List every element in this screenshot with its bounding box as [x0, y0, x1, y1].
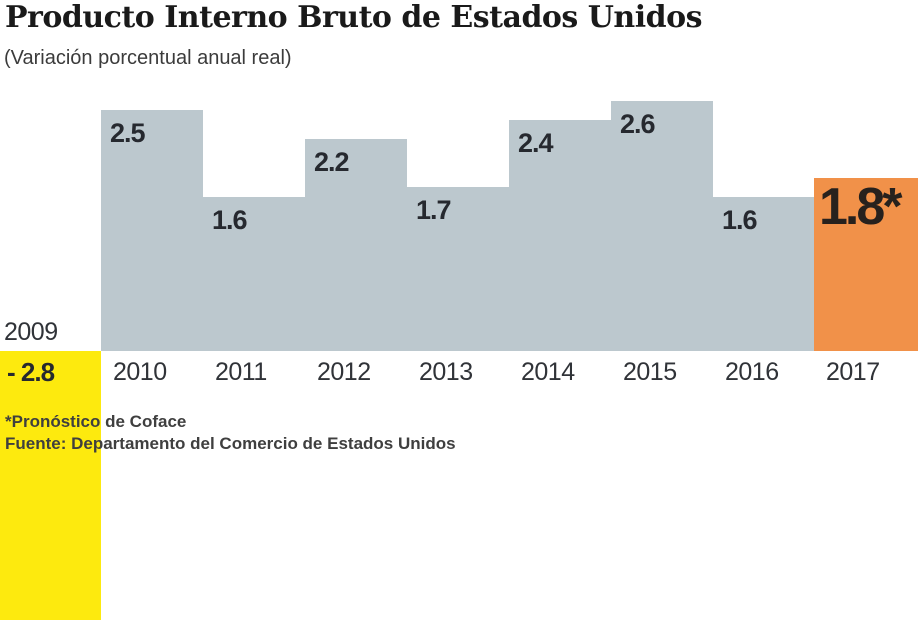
bar-2016	[713, 196, 814, 351]
value-label-2010: 2.5	[110, 118, 146, 149]
year-label-2014: 2014	[521, 358, 575, 386]
bar-2017	[814, 177, 918, 351]
bar-2011	[203, 196, 305, 351]
bar-2015	[611, 100, 713, 351]
year-label-2010: 2010	[113, 358, 167, 386]
source-note: Fuente: Departamento del Comercio de Est…	[5, 434, 456, 453]
chart-subtitle: (Variación porcentual anual real)	[4, 47, 292, 69]
value-label-2012: 2.2	[314, 147, 350, 178]
value-label-2013: 1.7	[416, 195, 452, 226]
chart-title: Producto Interno Bruto de Estados Unidos	[5, 0, 703, 35]
value-label-2016: 1.6	[722, 204, 758, 235]
year-label-2012: 2012	[317, 358, 371, 386]
value-label-2009: - 2.8	[7, 357, 55, 387]
footnote-block: *Pronóstico de Coface Fuente: Departamen…	[5, 411, 456, 455]
bar-2009	[0, 351, 101, 620]
value-label-2011: 1.6	[212, 204, 248, 235]
bar-2014	[509, 119, 611, 351]
year-label-2013: 2013	[419, 358, 473, 386]
value-label-2015: 2.6	[620, 108, 656, 139]
bar-2012	[305, 139, 407, 351]
bar-2013	[407, 187, 509, 351]
value-label-2017: 1.8*	[819, 177, 903, 236]
value-label-2014: 2.4	[518, 127, 554, 158]
year-label-2015: 2015	[623, 358, 677, 386]
year-label-2017: 2017	[826, 358, 880, 386]
year-label-2009: 2009	[4, 318, 58, 346]
forecast-note: *Pronóstico de Coface	[5, 412, 187, 431]
year-label-2011: 2011	[215, 358, 267, 386]
bar-2010	[101, 110, 203, 351]
year-label-2016: 2016	[725, 358, 779, 386]
